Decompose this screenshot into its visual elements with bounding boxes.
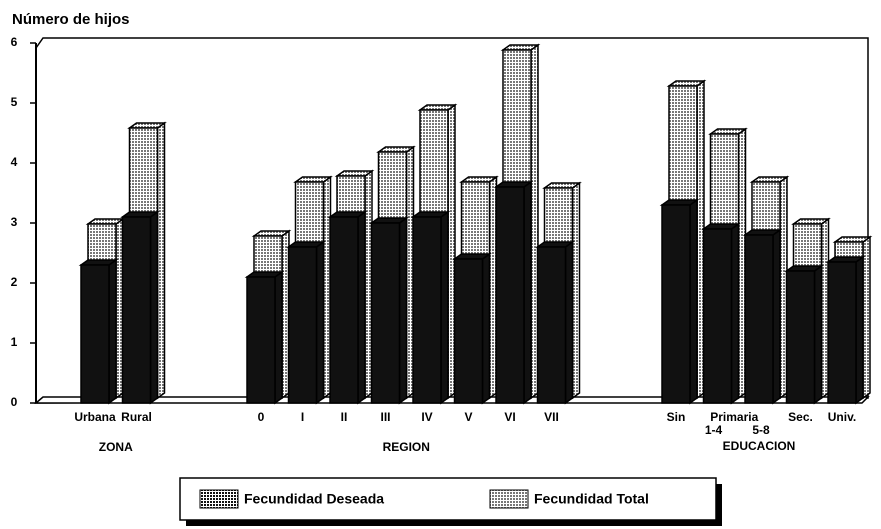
bar-face (827, 261, 857, 404)
bar-face (246, 276, 276, 404)
bar-face (149, 210, 159, 405)
bar (369, 216, 409, 405)
bar-face (564, 240, 574, 405)
y-tick-label: 3 (11, 215, 18, 229)
bar (659, 198, 700, 405)
bar-face (744, 234, 774, 404)
x-tick-label: 1-4 (705, 423, 723, 437)
chart-title: Número de hijos (12, 11, 130, 28)
bar-face (855, 255, 864, 405)
bar (784, 264, 824, 405)
y-tick-label: 2 (11, 275, 18, 289)
bar (742, 228, 783, 405)
legend-swatch (489, 489, 529, 509)
bar (535, 240, 575, 405)
bar-face (862, 235, 871, 400)
bar (701, 222, 741, 405)
x-tick-label: 0 (258, 410, 265, 424)
group-label: REGION (383, 440, 430, 454)
bar-face (274, 270, 283, 405)
x-tick-label: IV (421, 410, 432, 424)
x-tick-label: VII (544, 410, 559, 424)
bar (327, 210, 368, 405)
bar-face (156, 121, 166, 400)
bar-face (481, 252, 491, 405)
x-tick-label: VI (504, 410, 515, 424)
legend-label: Fecundidad Total (534, 491, 649, 507)
bar-face (571, 181, 581, 400)
legend-label: Fecundidad Deseada (244, 491, 384, 507)
bar-face (523, 180, 532, 405)
x-tick-label: Sec. (788, 410, 813, 424)
x-tick-label: I (301, 410, 304, 424)
bar-face (329, 216, 359, 404)
y-tick-label: 4 (11, 155, 18, 169)
y-tick-label: 0 (11, 395, 18, 409)
plot-floor (33, 396, 870, 404)
x-category-header: Primaria (710, 410, 758, 424)
bar-face (412, 216, 442, 404)
bar-face (772, 228, 781, 405)
bar-face (398, 216, 408, 405)
x-tick-label: V (464, 410, 472, 424)
legend-swatch (199, 489, 239, 509)
x-tick-label: 5-8 (752, 423, 770, 437)
bar (825, 255, 866, 405)
bar (244, 270, 285, 405)
bar (120, 210, 160, 405)
x-tick-label: Sin (667, 410, 686, 424)
bar-face (315, 240, 325, 405)
y-tick-label: 6 (11, 35, 18, 49)
bar-face (730, 222, 740, 405)
bar-face (785, 270, 816, 404)
x-tick-label: III (380, 410, 390, 424)
bar-face (702, 228, 733, 404)
bar-face (121, 216, 152, 404)
group-label: ZONA (99, 440, 133, 454)
bar-face (108, 258, 117, 405)
bar (452, 252, 492, 405)
y-tick-label: 5 (11, 95, 18, 109)
bar-face (80, 264, 110, 404)
bar (493, 180, 534, 405)
bar-face (661, 204, 691, 404)
y-tick-label: 1 (11, 335, 18, 349)
bar-face (813, 264, 823, 405)
bar-face (370, 222, 401, 404)
x-tick-label: Rural (121, 410, 152, 424)
group-label: EDUCACION (723, 439, 796, 453)
legend (179, 477, 717, 521)
bar-face (495, 186, 525, 404)
x-tick-label: Univ. (828, 410, 856, 424)
x-tick-label: II (341, 410, 348, 424)
bar-face (357, 210, 366, 405)
bar (410, 210, 451, 405)
bar-face (689, 198, 698, 405)
bar-face (287, 246, 318, 404)
bar-face (536, 246, 567, 404)
x-tick-label: Urbana (74, 410, 116, 424)
bar-face (440, 210, 449, 405)
bar (286, 240, 326, 405)
bar-face (453, 258, 484, 404)
bar (78, 258, 119, 405)
